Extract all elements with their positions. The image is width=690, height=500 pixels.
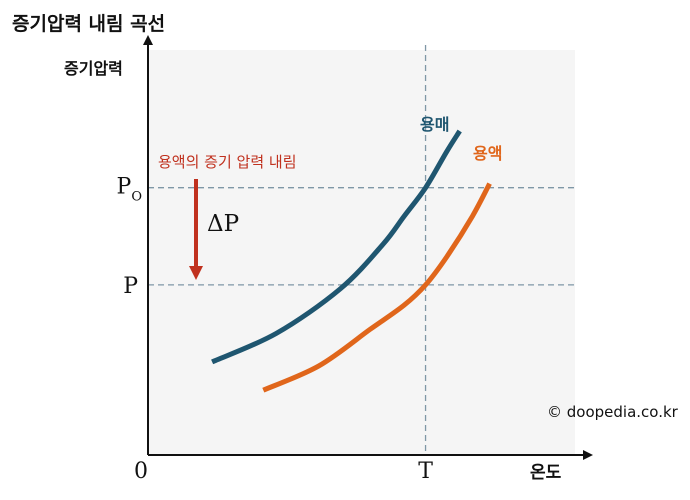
plot-area xyxy=(148,50,575,455)
series-line-solution xyxy=(262,182,492,393)
y-tick-label-p: P xyxy=(123,274,138,299)
x-tick-label-t: T xyxy=(418,459,433,484)
x-axis-label: 온도 xyxy=(530,463,562,483)
chart-title: 증기압력 내림 곡선 xyxy=(12,13,165,35)
annotation-vapor-pressure-lowering: 용액의 증기 압력 내림 xyxy=(158,153,297,171)
series-line-solvent xyxy=(211,129,462,365)
copyright-text: © doopedia.co.kr xyxy=(547,403,679,421)
delta-p-label: ΔP xyxy=(207,211,239,237)
origin-label: 0 xyxy=(134,459,148,484)
series-label-solvent: 용매 xyxy=(420,115,449,134)
series-label-solution: 용액 xyxy=(473,144,502,163)
y-tick-label-p0: PO xyxy=(117,175,142,205)
y-axis-label: 증기압력 xyxy=(64,59,123,78)
